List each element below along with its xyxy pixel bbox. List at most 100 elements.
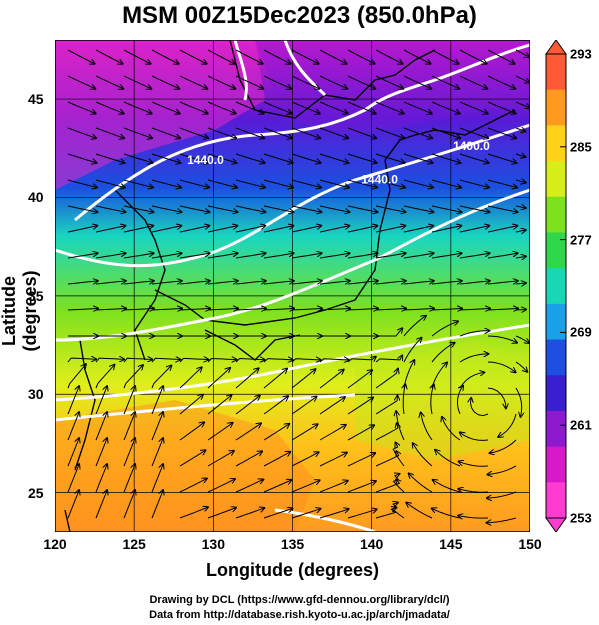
streamline-arrow xyxy=(487,226,517,233)
colorbar-tick-label: 261 xyxy=(570,417,592,433)
streamline-arrow xyxy=(403,101,432,114)
streamline-arrow xyxy=(207,359,237,363)
streamline-arrow xyxy=(151,253,182,259)
streamline-arrow xyxy=(263,424,289,441)
x-axis-label: Longitude (degrees) xyxy=(205,560,379,580)
streamline-arrow xyxy=(347,425,374,441)
streamline-arrow xyxy=(263,281,294,285)
streamline-arrow xyxy=(487,49,515,64)
streamline-arrow xyxy=(515,49,529,57)
streamline-arrow xyxy=(291,127,320,138)
x-tick-label: 135 xyxy=(280,536,305,552)
streamline-arrow xyxy=(459,461,489,467)
streamline-arrow xyxy=(471,398,489,417)
streamline-arrow xyxy=(435,450,461,467)
streamline-arrow xyxy=(151,75,179,89)
streamline-arrow xyxy=(291,452,319,467)
streamline-arrow xyxy=(151,49,179,64)
streamline-arrow xyxy=(95,464,107,493)
streamline-arrow xyxy=(151,127,180,138)
streamline-arrow xyxy=(67,153,97,163)
streamline-arrow xyxy=(375,356,402,363)
streamline-arrow xyxy=(95,365,114,389)
streamline-arrow xyxy=(375,369,398,389)
streamline-arrow xyxy=(319,370,344,389)
streamline-arrow xyxy=(515,361,527,372)
streamline-arrow xyxy=(151,366,171,389)
streamline-arrow xyxy=(95,308,126,310)
streamline-arrow xyxy=(95,49,123,64)
streamline-arrow xyxy=(347,101,376,114)
streamline-arrow xyxy=(235,308,266,310)
streamline-arrow xyxy=(179,101,208,114)
y-tick-label: 30 xyxy=(28,386,44,403)
streamline-arrow xyxy=(459,179,489,188)
colorbar-swatch xyxy=(546,375,566,412)
streamline-arrow xyxy=(207,127,236,138)
streamline-arrow xyxy=(319,509,349,519)
streamline-arrow xyxy=(235,153,265,163)
streamline-arrow xyxy=(95,358,124,362)
streamline-arrow xyxy=(263,179,293,188)
streamline-arrow xyxy=(151,412,163,441)
streamline-arrow xyxy=(319,453,347,467)
streamline-arrow xyxy=(67,226,97,233)
streamline-arrow xyxy=(319,425,346,441)
streamline-arrow xyxy=(403,308,434,310)
colorbar-swatch xyxy=(546,161,566,198)
streamline-arrow xyxy=(515,230,526,232)
streamline-arrow xyxy=(431,343,455,363)
streamline-arrow xyxy=(403,384,405,415)
streamline-arrow xyxy=(347,127,376,138)
streamline-arrow xyxy=(458,489,489,492)
streamline-arrow xyxy=(403,127,432,138)
streamline-arrow xyxy=(235,508,264,519)
streamline-arrow xyxy=(459,281,490,285)
streamline-arrow xyxy=(403,226,433,233)
x-tick-label: 150 xyxy=(518,536,542,552)
streamline-arrow xyxy=(459,253,490,259)
streamline-arrow xyxy=(207,75,235,89)
streamline-arrow xyxy=(151,438,163,467)
streamline-arrow xyxy=(375,480,399,493)
streamline-arrow xyxy=(95,490,107,519)
streamline-arrow xyxy=(179,367,202,389)
streamline-arrow xyxy=(235,396,260,415)
streamline-arrow xyxy=(459,49,487,64)
streamline-arrow xyxy=(123,226,153,233)
streamline-arrow xyxy=(347,308,378,310)
streamline-arrow xyxy=(67,101,96,114)
streamline-arrow xyxy=(403,49,431,64)
streamline-arrow xyxy=(421,413,433,441)
cold-air-region xyxy=(55,40,265,190)
streamline-arrow xyxy=(319,101,348,114)
streamline-arrow xyxy=(347,75,375,89)
streamline-arrow xyxy=(263,452,290,467)
streamline-arrow xyxy=(67,253,98,259)
streamline-arrow xyxy=(95,386,107,415)
streamline-arrow xyxy=(375,153,405,163)
streamline-arrow xyxy=(207,253,238,259)
streamline-arrow xyxy=(179,281,210,285)
streamline-arrow xyxy=(375,101,404,114)
streamline-arrow xyxy=(263,153,293,163)
streamline-arrow xyxy=(375,226,405,233)
x-tick-label: 125 xyxy=(122,536,146,552)
streamline-arrow xyxy=(431,49,459,64)
streamline-arrow xyxy=(487,361,516,372)
streamline-arrow xyxy=(347,509,377,519)
credit-data-source: Data from http://database.rish.kyoto-u.a… xyxy=(149,609,450,621)
streamline-arrow xyxy=(515,335,529,343)
streamline-arrow xyxy=(235,226,265,233)
streamline-arrow xyxy=(431,127,460,138)
contour-label: 1400.0 xyxy=(453,139,490,153)
streamline-arrow xyxy=(291,480,320,493)
colorbar-swatch xyxy=(546,268,566,305)
colorbar-swatch xyxy=(546,54,566,91)
streamline-arrow xyxy=(433,480,461,493)
streamline-arrow xyxy=(319,153,349,163)
streamline-arrow xyxy=(95,153,125,163)
colorbar-max-arrow xyxy=(545,40,567,55)
colorbar-swatch xyxy=(546,196,566,233)
streamline-arrow xyxy=(515,283,526,284)
